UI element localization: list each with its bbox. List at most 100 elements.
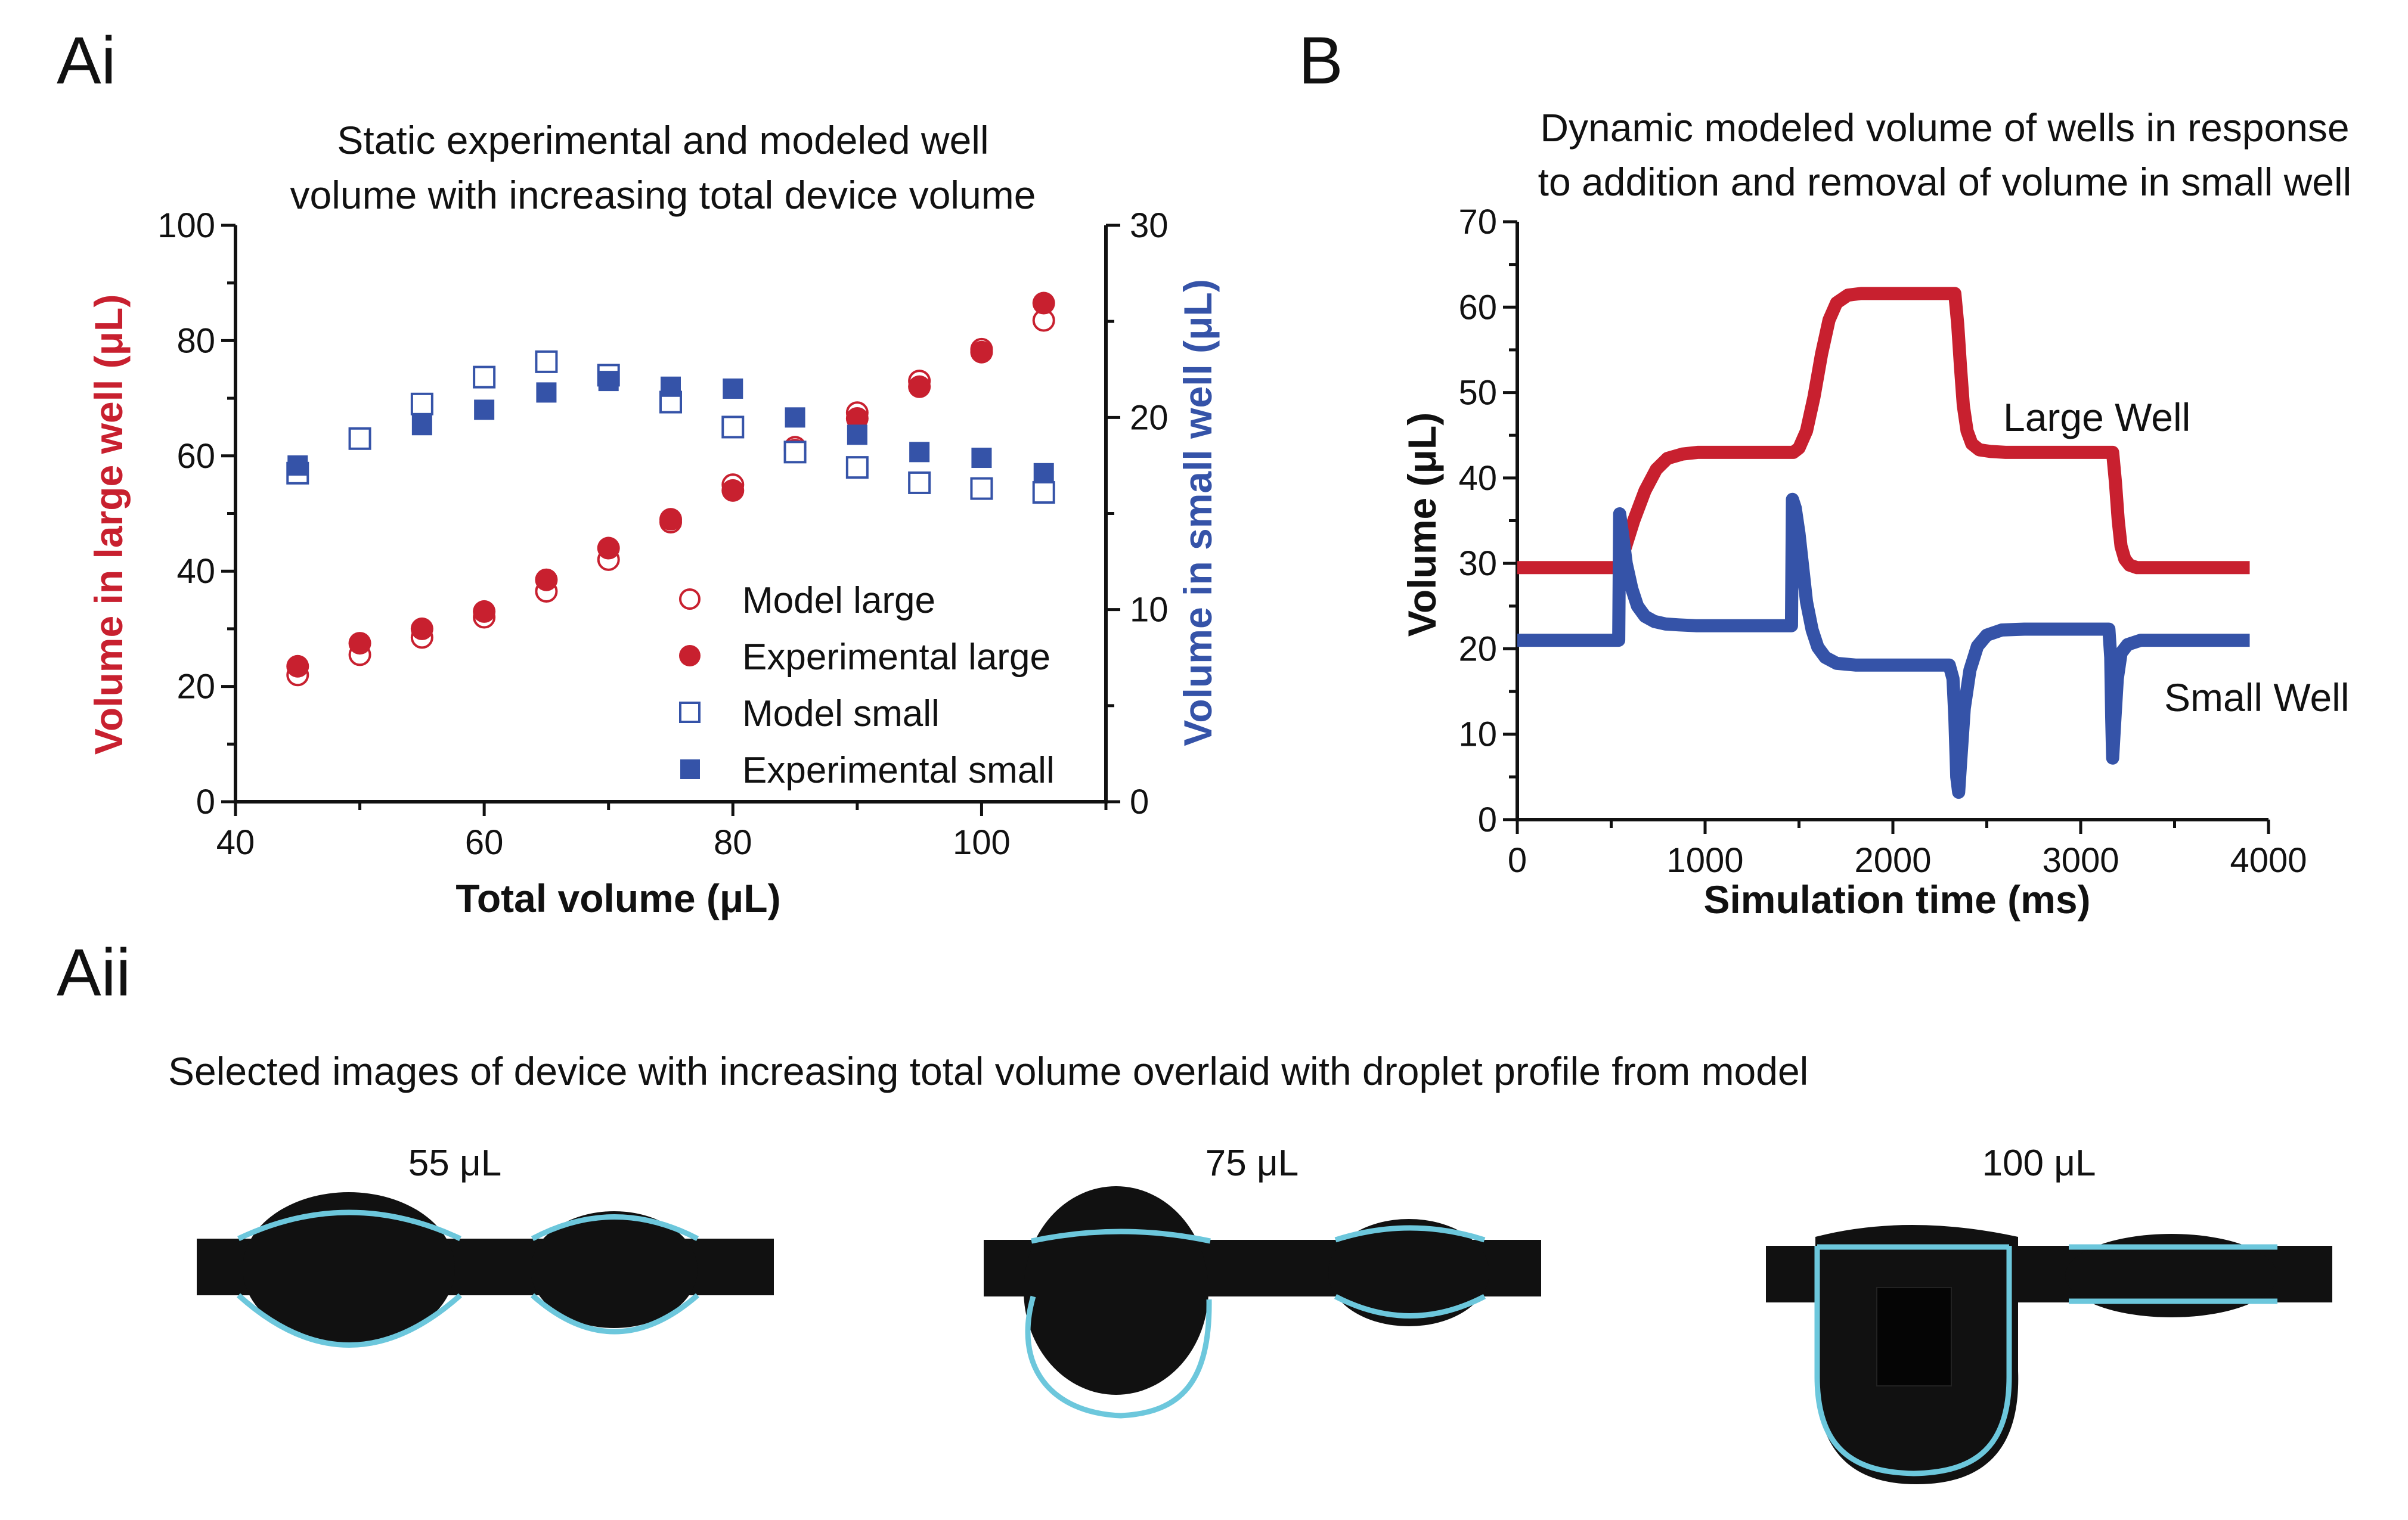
point-model-small	[535, 350, 558, 373]
x-tick-label: 60	[465, 823, 504, 862]
point-experimental-large	[286, 654, 309, 678]
point-experimental-small	[1033, 463, 1054, 483]
point-model-small	[1032, 481, 1055, 504]
point-experimental-large	[908, 375, 931, 398]
point-experimental-large	[473, 600, 496, 623]
point-experimental-small	[536, 382, 557, 403]
point-experimental-small	[785, 407, 805, 428]
legend-label-experimental-small: Experimental small	[742, 750, 1055, 791]
x-tick-label: 4000	[2230, 841, 2307, 880]
model-profile-left-bottom	[236, 1293, 462, 1348]
chart-ai-title-line-1: Static experimental and modeled well	[337, 118, 988, 162]
model-profile-right-bottom	[531, 1293, 699, 1335]
droplet-right	[531, 1211, 698, 1328]
legend-marker-model-large	[679, 588, 701, 610]
point-model-small	[845, 456, 869, 479]
droplet-left	[243, 1192, 455, 1345]
chart-b-y-axis-label: Volume (μL)	[1400, 412, 1444, 637]
y-tick-label: 20	[1458, 629, 1497, 668]
point-experimental-large	[535, 568, 558, 591]
scatter-chart-ai: Ai Static experimental and modeled well …	[57, 23, 1220, 920]
point-model-small	[348, 427, 371, 450]
droplet-highlight	[1876, 1287, 1952, 1386]
point-experimental-small	[847, 424, 867, 445]
y-tick-label: 40	[1458, 459, 1497, 498]
chart-ai-right-y-ticks: 0 10 20 30	[1106, 206, 1169, 821]
point-experimental-small	[411, 415, 432, 436]
right-y-tick-label: 30	[1130, 206, 1169, 245]
device-image-55ul: 55 μL	[197, 1143, 774, 1348]
legend-marker-experimental-large	[679, 645, 701, 666]
model-profile-left-top	[237, 1209, 461, 1242]
right-y-tick-label: 10	[1130, 591, 1169, 629]
point-experimental-small	[598, 371, 619, 392]
point-experimental-large	[659, 508, 682, 531]
legend-label-model-large: Model large	[742, 580, 935, 621]
chart-ai-right-y-axis-label: Volume in small well (μL)	[1176, 279, 1220, 746]
panel-label-ai: Ai	[57, 23, 116, 98]
point-experimental-small	[287, 455, 308, 476]
point-experimental-large	[721, 479, 745, 502]
chart-ai-x-ticks: 40 60 80 100	[216, 802, 1108, 862]
point-model-small	[473, 365, 496, 389]
chart-ai-x-axis-label: Total volume (μL)	[455, 876, 780, 920]
model-profile-right-top	[1334, 1225, 1486, 1243]
device-image-label-55ul: 55 μL	[408, 1143, 501, 1184]
point-experimental-large	[410, 617, 433, 640]
point-model-small	[410, 392, 433, 415]
y-tick-label: 0	[1478, 801, 1497, 839]
model-profile-right-top	[531, 1214, 699, 1241]
chart-b-x-axis-label: Simulation time (ms)	[1703, 877, 2090, 922]
x-tick-label: 1000	[1666, 841, 1743, 880]
point-experimental-large	[970, 340, 993, 364]
x-tick-label: 40	[216, 823, 255, 862]
model-profile-left	[1814, 1246, 2012, 1476]
legend-marker-model-small	[679, 702, 701, 723]
legend-marker-experimental-small	[680, 759, 700, 779]
droplet-left	[1024, 1186, 1208, 1395]
panel-label-b: B	[1298, 23, 1343, 98]
x-tick-label: 0	[1508, 841, 1527, 880]
chart-b-x-ticks: 0 1000 2000 3000 4000	[1508, 820, 2307, 880]
point-model-small	[970, 477, 993, 500]
left-y-tick-label: 80	[176, 321, 215, 360]
chart-ai-left-y-axis-label: Volume in large well (μL)	[86, 294, 131, 755]
model-profile-left-top	[1031, 1229, 1211, 1244]
point-model-small	[908, 471, 931, 494]
point-experimental-large	[348, 632, 371, 655]
model-profile-right-bottom	[1334, 1294, 1486, 1319]
left-y-tick-label: 0	[196, 783, 215, 821]
device-image-75ul: 75 μL	[984, 1143, 1541, 1419]
series-label-large-well: Large Well	[2003, 395, 2190, 439]
y-tick-label: 70	[1458, 203, 1497, 241]
x-tick-label: 2000	[1854, 841, 1931, 880]
device-image-100ul: 100 μL	[1766, 1143, 2332, 1484]
point-model-small	[783, 441, 807, 464]
chart-ai-legend: Model large Experimental large Model sma…	[679, 580, 1055, 791]
left-y-tick-label: 60	[176, 437, 215, 476]
left-y-tick-label: 20	[176, 668, 215, 706]
y-tick-label: 60	[1458, 288, 1497, 327]
point-experimental-small	[474, 399, 495, 420]
device-image-label-100ul: 100 μL	[1982, 1143, 2096, 1184]
y-tick-label: 30	[1458, 544, 1497, 583]
chart-b-title-line-1: Dynamic modeled volume of wells in respo…	[1540, 106, 2349, 150]
chart-b-series-lines	[1517, 287, 2250, 799]
chart-b-title-line-2: to addition and removal of volume in sma…	[1538, 160, 2352, 204]
line-chart-b: B Dynamic modeled volume of wells in res…	[1298, 23, 2351, 922]
right-y-tick-label: 20	[1130, 398, 1169, 437]
chart-b-y-ticks: 0 10 20 30 40 50 60 70	[1458, 203, 1517, 839]
chart-ai-left-y-ticks: 0 20 40 60 80 100	[157, 206, 235, 821]
point-experimental-large	[597, 536, 620, 560]
model-profile-left-bottom	[1025, 1295, 1212, 1419]
point-experimental-small	[723, 378, 743, 399]
aii-caption: Selected images of device with increasin…	[168, 1049, 1808, 1093]
droplet-right	[1328, 1219, 1489, 1326]
series-label-small-well: Small Well	[2164, 675, 2350, 719]
right-y-tick-label: 0	[1130, 783, 1149, 821]
x-tick-label: 80	[714, 823, 752, 862]
point-experimental-large	[1032, 291, 1055, 315]
y-tick-label: 10	[1458, 715, 1497, 754]
legend-label-experimental-large: Experimental large	[742, 637, 1050, 678]
